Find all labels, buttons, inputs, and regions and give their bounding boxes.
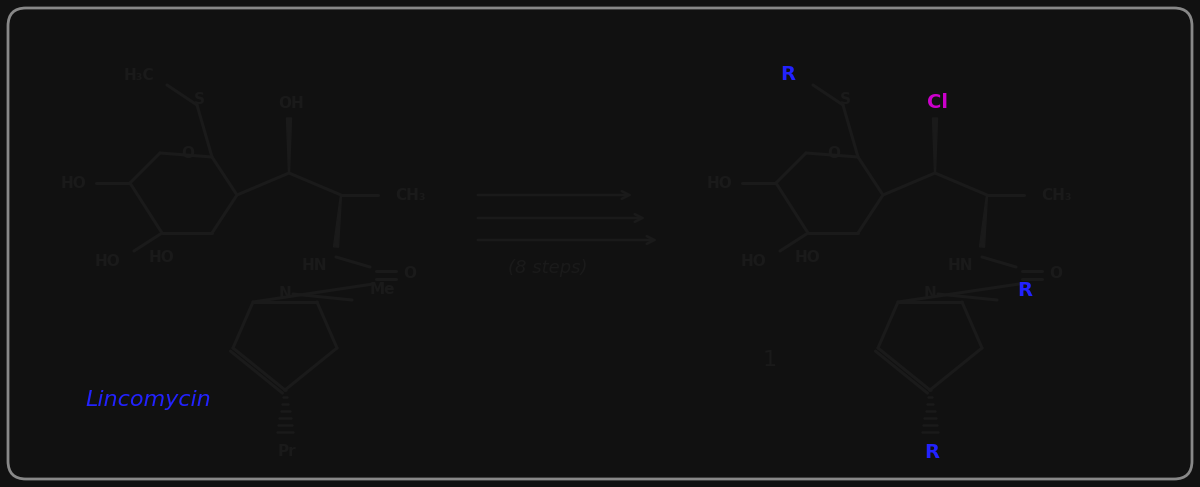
Polygon shape xyxy=(334,195,342,247)
Polygon shape xyxy=(287,118,292,173)
Text: HO: HO xyxy=(706,175,732,190)
Text: OH: OH xyxy=(278,95,304,111)
Text: R: R xyxy=(780,65,796,85)
Text: CH₃: CH₃ xyxy=(396,187,426,203)
Text: Lincomycin: Lincomycin xyxy=(85,390,211,410)
Text: O: O xyxy=(403,266,416,281)
Text: HN: HN xyxy=(947,258,973,273)
Text: N: N xyxy=(924,286,936,301)
Text: HO: HO xyxy=(149,250,175,265)
Text: N: N xyxy=(278,286,292,301)
Text: S: S xyxy=(840,93,851,108)
Text: HO: HO xyxy=(740,254,766,268)
Text: O: O xyxy=(181,146,194,161)
Text: O: O xyxy=(828,146,840,161)
Text: R: R xyxy=(924,443,940,462)
Text: O: O xyxy=(1050,266,1062,281)
Text: HO: HO xyxy=(60,175,86,190)
Polygon shape xyxy=(932,118,937,173)
Text: HO: HO xyxy=(796,250,821,265)
Text: H₃C: H₃C xyxy=(124,68,155,82)
Text: HN: HN xyxy=(301,258,326,273)
Text: HO: HO xyxy=(94,254,120,268)
Text: Me: Me xyxy=(370,282,395,298)
Text: (8 steps): (8 steps) xyxy=(509,259,588,277)
Polygon shape xyxy=(979,195,988,247)
Text: S: S xyxy=(193,93,204,108)
Text: 1: 1 xyxy=(763,350,778,370)
Text: CH₃: CH₃ xyxy=(1042,187,1073,203)
Text: Pr: Pr xyxy=(277,445,296,460)
Text: R: R xyxy=(1018,281,1032,300)
FancyBboxPatch shape xyxy=(8,8,1192,479)
Text: Cl: Cl xyxy=(926,94,948,112)
